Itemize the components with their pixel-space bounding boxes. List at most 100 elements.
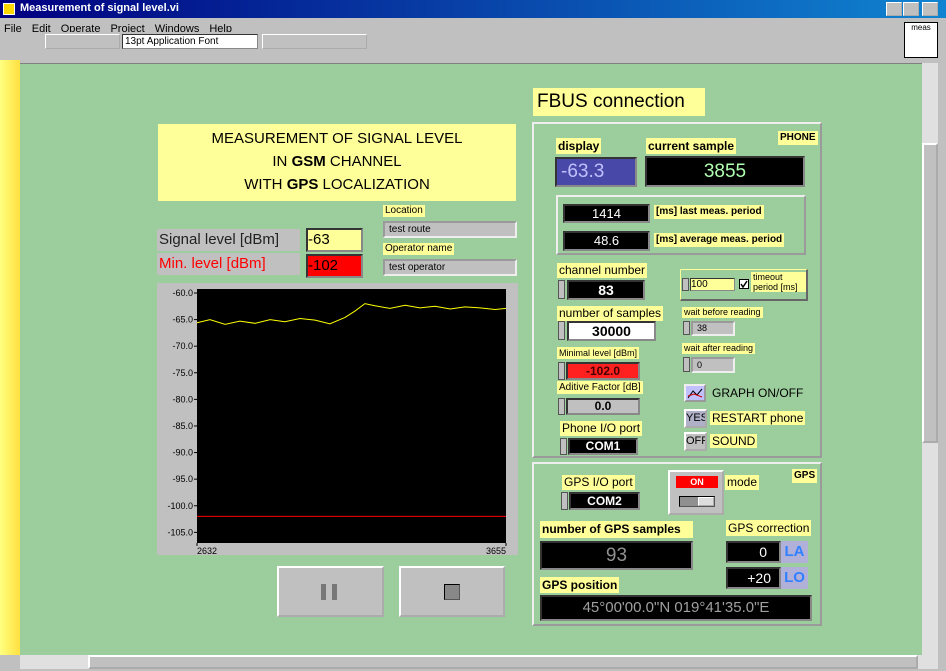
- phone-panel: [532, 122, 822, 458]
- indicator: -102: [306, 254, 363, 278]
- sound-button[interactable]: OFF: [684, 432, 707, 451]
- toolbar-align[interactable]: [262, 34, 367, 49]
- y-tick-label: -80.0: [172, 394, 193, 404]
- y-tick-label: -90.0: [172, 448, 193, 458]
- pause-button[interactable]: [277, 566, 384, 617]
- menu-item[interactable]: File: [4, 23, 22, 32]
- numeric-control[interactable]: 100: [690, 278, 735, 291]
- x-tick-label: 2632: [197, 546, 217, 555]
- label: number of samples: [557, 306, 664, 321]
- label: Min. level [dBm]: [157, 253, 300, 275]
- title-bar: Measurement of signal level.vi: [0, 0, 946, 18]
- menu-item[interactable]: Operate: [60, 23, 101, 32]
- menu-item[interactable]: Project: [110, 23, 145, 32]
- indicator: -63.3: [555, 157, 637, 187]
- indicator: -63: [306, 228, 363, 252]
- h-thumb[interactable]: [88, 655, 918, 669]
- menu-item[interactable]: Edit: [31, 23, 51, 32]
- label: wait after reading: [682, 343, 756, 354]
- maximize[interactable]: [903, 2, 919, 16]
- menu-item[interactable]: Windows: [154, 23, 200, 32]
- h-scrollbar[interactable]: [20, 655, 938, 669]
- text: GPS: [286, 176, 319, 193]
- graph-toggle[interactable]: [684, 384, 706, 402]
- menu-item[interactable]: Help: [209, 23, 232, 32]
- gps-panel: [532, 462, 822, 626]
- spinner[interactable]: [683, 357, 690, 372]
- vi-icon: meas: [904, 22, 938, 58]
- label: GRAPH ON/OFF: [712, 386, 804, 400]
- y-tick-label: -75.0: [172, 368, 193, 378]
- indicator: 48.6: [563, 231, 650, 251]
- text-field[interactable]: test route: [383, 221, 517, 238]
- indicator: 3855: [645, 156, 805, 187]
- unit-label: LO: [781, 567, 808, 589]
- title-box: MEASUREMENT OF SIGNAL LEVEL IN GSM CHANN…: [158, 124, 516, 201]
- chart-frame: -60.0 -65.0 -70.0 -75.0 -80.0 -85.0 -90.0 -95.0…: [157, 283, 518, 555]
- x-tick-label: 3655: [486, 546, 506, 555]
- numeric-control[interactable]: 83: [567, 280, 645, 300]
- spinner[interactable]: [558, 398, 565, 415]
- panel-title: GPS: [792, 469, 818, 483]
- close[interactable]: [922, 2, 938, 16]
- text: CHANNEL: [325, 153, 402, 170]
- fbus-header: FBUS connection: [533, 88, 705, 116]
- title-line: MEASUREMENT OF SIGNAL LEVEL: [211, 130, 463, 147]
- numeric-control[interactable]: 0.0: [566, 398, 640, 415]
- label: [ms] last meas. period: [654, 205, 764, 219]
- label: Minimal level [dBm]: [557, 347, 640, 359]
- indicator: 93: [540, 541, 693, 570]
- numeric-control[interactable]: 0: [691, 357, 735, 373]
- spinner[interactable]: [558, 321, 565, 340]
- label: Location: [383, 205, 425, 217]
- numeric-control[interactable]: 38: [691, 321, 735, 336]
- font-selector[interactable]: 13pt Application Font: [122, 34, 258, 49]
- plot-area: [197, 289, 506, 543]
- indicator: 0: [726, 541, 781, 563]
- label: GPS I/O port: [562, 475, 635, 490]
- indicator: 1414: [563, 204, 650, 223]
- spinner[interactable]: [682, 278, 689, 291]
- numeric-control[interactable]: 30000: [567, 321, 656, 341]
- label: GPS correction: [726, 520, 812, 536]
- series-line: [196, 303, 507, 325]
- ring-control[interactable]: COM2: [569, 492, 640, 510]
- panel-title: PHONE: [778, 131, 818, 145]
- checkbox[interactable]: [739, 279, 749, 289]
- y-tick-label: -85.0: [172, 421, 193, 431]
- stop-button[interactable]: [399, 566, 505, 617]
- label: Aditive Factor [dB]: [557, 381, 643, 394]
- minimize[interactable]: [886, 2, 902, 16]
- v-thumb[interactable]: [922, 143, 938, 443]
- indicator: +20: [726, 567, 781, 589]
- spinner[interactable]: [558, 362, 565, 380]
- chart: -60.0 -65.0 -70.0 -75.0 -80.0 -85.0 -90.0 -95.0…: [167, 288, 507, 555]
- y-tick-label: -105.0: [167, 527, 193, 537]
- restart-button[interactable]: YES: [684, 409, 707, 428]
- ring-control[interactable]: COM1: [568, 438, 638, 455]
- indicator: 45°00'00.0"N 019°41'35.0"E: [540, 595, 812, 621]
- text: IN: [272, 153, 292, 170]
- spinner[interactable]: [560, 438, 567, 455]
- text-field[interactable]: test operator: [383, 259, 517, 276]
- v-scrollbar[interactable]: [922, 63, 938, 655]
- label: [ms] average meas. period: [654, 233, 785, 247]
- spinner[interactable]: [683, 321, 690, 335]
- numeric-control[interactable]: -102.0: [566, 362, 640, 380]
- switch-led: ON: [676, 476, 718, 488]
- label: channel number: [557, 263, 648, 278]
- text: LOCALIZATION: [318, 176, 430, 193]
- label: timeout period [ms]: [751, 272, 806, 292]
- switch-slot: [679, 496, 715, 507]
- window-title: Measurement of signal level.vi: [20, 2, 179, 14]
- y-tick-label: -60.0: [172, 288, 193, 298]
- y-tick-label: -95.0: [172, 474, 193, 484]
- title-line: WITH GPS LOCALIZATION: [158, 173, 516, 196]
- toolbar-buttons[interactable]: [45, 34, 120, 49]
- label: display: [556, 138, 602, 154]
- label: mode: [725, 475, 760, 490]
- spinner[interactable]: [561, 492, 568, 510]
- spinner[interactable]: [558, 280, 565, 299]
- mode-switch[interactable]: ON: [668, 470, 724, 515]
